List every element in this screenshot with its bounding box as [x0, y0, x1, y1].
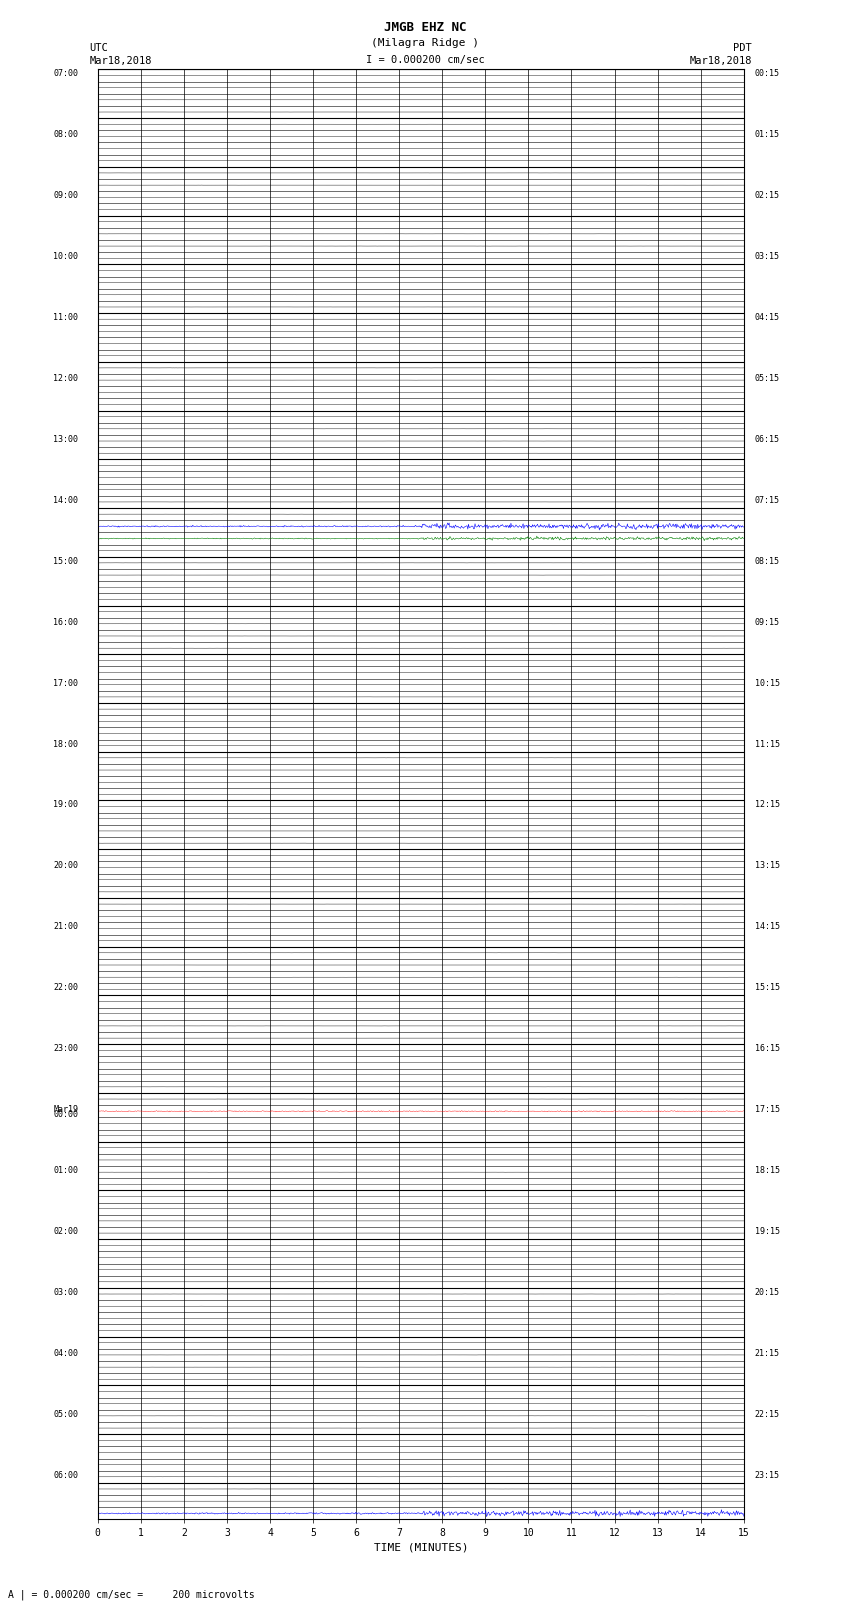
X-axis label: TIME (MINUTES): TIME (MINUTES) — [373, 1542, 468, 1553]
Text: 03:15: 03:15 — [755, 252, 779, 261]
Text: 02:15: 02:15 — [755, 192, 779, 200]
Text: 15:15: 15:15 — [755, 984, 779, 992]
Text: 13:15: 13:15 — [755, 861, 779, 871]
Text: 16:15: 16:15 — [755, 1044, 779, 1053]
Text: 22:15: 22:15 — [755, 1410, 779, 1419]
Text: 04:00: 04:00 — [54, 1348, 78, 1358]
Text: 00:00: 00:00 — [54, 1110, 78, 1119]
Text: 14:15: 14:15 — [755, 923, 779, 931]
Text: (Milagra Ridge ): (Milagra Ridge ) — [371, 39, 479, 48]
Text: PDT: PDT — [734, 44, 752, 53]
Text: 05:15: 05:15 — [755, 374, 779, 382]
Text: A | = 0.000200 cm/sec =     200 microvolts: A | = 0.000200 cm/sec = 200 microvolts — [8, 1589, 255, 1600]
Text: 05:00: 05:00 — [54, 1410, 78, 1419]
Text: UTC: UTC — [89, 44, 108, 53]
Text: 18:00: 18:00 — [54, 740, 78, 748]
Text: 03:00: 03:00 — [54, 1287, 78, 1297]
Text: 09:15: 09:15 — [755, 618, 779, 627]
Text: Mar18,2018: Mar18,2018 — [689, 56, 752, 66]
Text: 21:00: 21:00 — [54, 923, 78, 931]
Text: 14:00: 14:00 — [54, 495, 78, 505]
Text: 00:15: 00:15 — [755, 69, 779, 79]
Text: 12:15: 12:15 — [755, 800, 779, 810]
Text: 23:15: 23:15 — [755, 1471, 779, 1479]
Text: 19:00: 19:00 — [54, 800, 78, 810]
Text: 06:00: 06:00 — [54, 1471, 78, 1479]
Text: 10:00: 10:00 — [54, 252, 78, 261]
Text: 16:00: 16:00 — [54, 618, 78, 627]
Text: 07:15: 07:15 — [755, 495, 779, 505]
Text: 13:00: 13:00 — [54, 436, 78, 444]
Text: 20:15: 20:15 — [755, 1287, 779, 1297]
Text: 23:00: 23:00 — [54, 1044, 78, 1053]
Text: 20:00: 20:00 — [54, 861, 78, 871]
Text: 08:15: 08:15 — [755, 556, 779, 566]
Text: 09:00: 09:00 — [54, 192, 78, 200]
Text: Mar18,2018: Mar18,2018 — [89, 56, 152, 66]
Text: 12:00: 12:00 — [54, 374, 78, 382]
Text: I = 0.000200 cm/sec: I = 0.000200 cm/sec — [366, 55, 484, 65]
Text: 18:15: 18:15 — [755, 1166, 779, 1174]
Text: 11:15: 11:15 — [755, 740, 779, 748]
Text: 01:00: 01:00 — [54, 1166, 78, 1174]
Text: 01:15: 01:15 — [755, 131, 779, 139]
Text: 02:00: 02:00 — [54, 1227, 78, 1236]
Text: 07:00: 07:00 — [54, 69, 78, 79]
Text: 04:15: 04:15 — [755, 313, 779, 323]
Text: 08:00: 08:00 — [54, 131, 78, 139]
Text: 22:00: 22:00 — [54, 984, 78, 992]
Text: 10:15: 10:15 — [755, 679, 779, 687]
Text: 06:15: 06:15 — [755, 436, 779, 444]
Text: Mar19: Mar19 — [54, 1105, 78, 1115]
Text: 19:15: 19:15 — [755, 1227, 779, 1236]
Text: 15:00: 15:00 — [54, 556, 78, 566]
Text: 17:00: 17:00 — [54, 679, 78, 687]
Text: 11:00: 11:00 — [54, 313, 78, 323]
Text: 17:15: 17:15 — [755, 1105, 779, 1115]
Text: JMGB EHZ NC: JMGB EHZ NC — [383, 21, 467, 34]
Text: 21:15: 21:15 — [755, 1348, 779, 1358]
